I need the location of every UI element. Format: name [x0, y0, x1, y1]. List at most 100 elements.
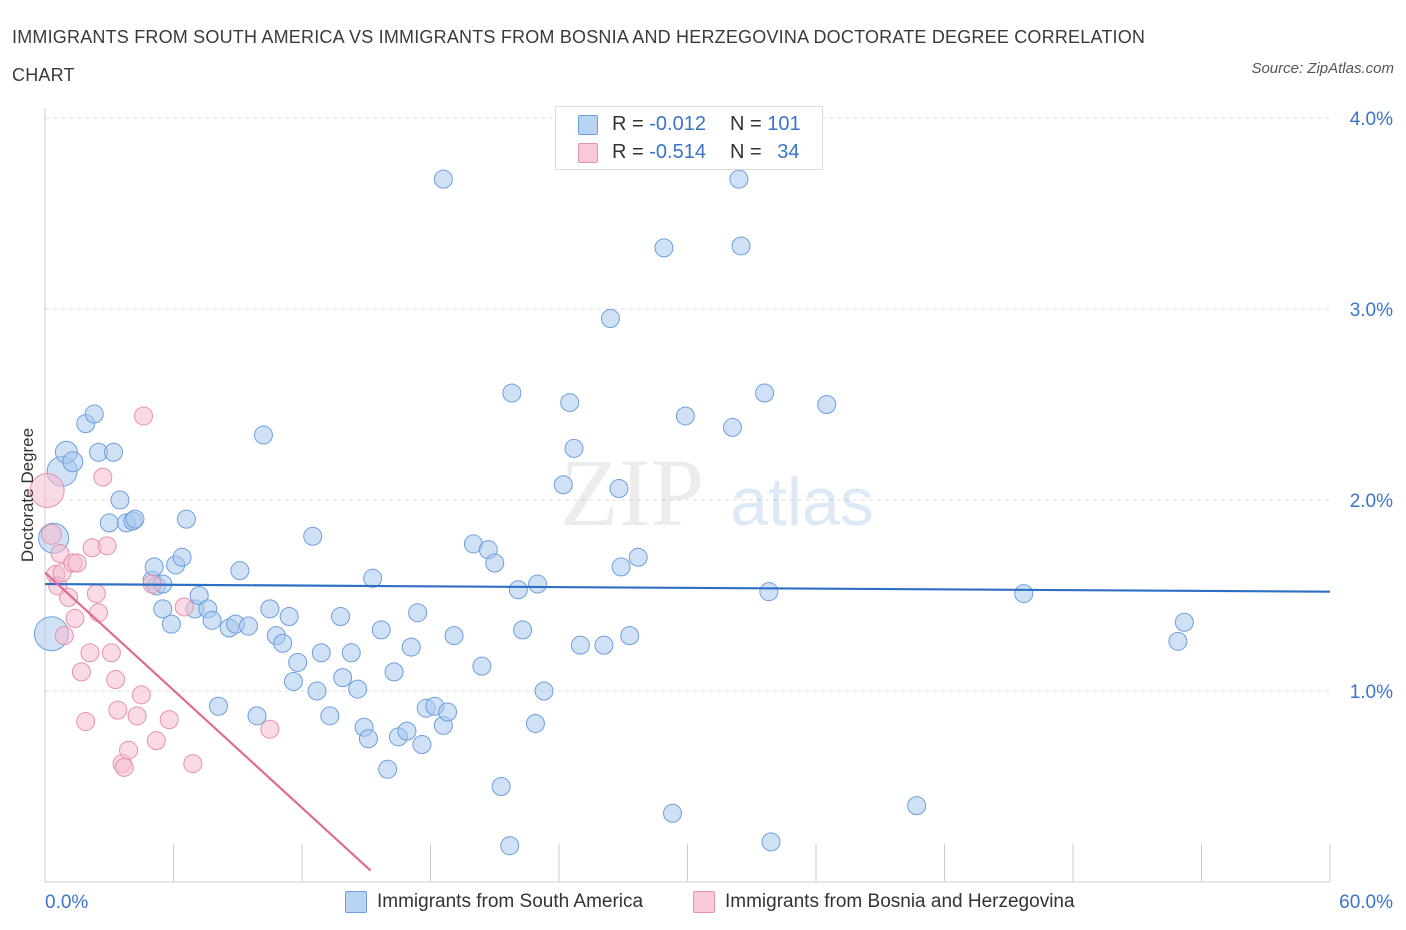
trend-lines: [44, 571, 1331, 872]
data-point: [114, 757, 134, 777]
data-point: [50, 543, 70, 563]
legend-r-value: -0.012: [649, 113, 706, 135]
gridlines: [45, 117, 1330, 692]
data-point: [761, 832, 781, 852]
data-point: [125, 509, 145, 529]
data-point: [611, 557, 631, 577]
legend-n-label: N =: [730, 141, 762, 163]
data-point: [89, 603, 109, 623]
data-point: [146, 731, 166, 751]
data-point: [384, 662, 404, 682]
series-bosnia: [29, 406, 280, 777]
data-point: [348, 679, 368, 699]
data-point: [564, 438, 584, 458]
data-point: [341, 643, 361, 663]
data-point: [722, 417, 742, 437]
data-point: [29, 472, 65, 508]
data-point: [397, 721, 417, 741]
y-tick-label: 2.0%: [1350, 491, 1393, 512]
bottom-legend-label: Immigrants from South America: [377, 891, 644, 912]
data-point: [311, 643, 331, 663]
data-point: [174, 597, 194, 617]
data-point: [110, 490, 130, 510]
data-point: [570, 635, 590, 655]
data-point: [273, 633, 293, 653]
data-point: [444, 626, 464, 646]
data-point: [119, 740, 139, 760]
bottom-legend-label: Immigrants from Bosnia and Herzegovina: [725, 891, 1075, 912]
data-point: [817, 395, 837, 414]
data-point: [59, 587, 79, 607]
data-point: [363, 568, 383, 588]
data-point: [620, 626, 640, 646]
data-point: [238, 616, 258, 636]
legend-r-label: R =: [612, 141, 644, 163]
data-point: [654, 238, 674, 258]
data-point: [279, 607, 299, 627]
data-point: [93, 467, 113, 487]
legend-r-label: R =: [612, 113, 644, 135]
data-point: [528, 574, 548, 594]
data-point: [1174, 612, 1194, 632]
data-point: [176, 509, 196, 529]
data-point: [378, 759, 398, 779]
data-point: [759, 582, 779, 602]
trend-line-blue: [44, 582, 1331, 593]
data-point: [663, 803, 683, 823]
watermark: ZIP atlas: [560, 439, 874, 546]
data-point: [97, 536, 117, 556]
source-label: Source: ZipAtlas.com: [1251, 60, 1394, 77]
data-point: [230, 561, 250, 581]
data-point: [320, 706, 340, 726]
data-point: [183, 754, 203, 774]
data-point: [594, 635, 614, 655]
legend-n-value: 34: [777, 141, 800, 163]
chart-title: IMMIGRANTS FROM SOUTH AMERICA VS IMMIGRA…: [12, 27, 1146, 85]
legend-swatch-blue: [578, 115, 598, 135]
data-point: [260, 719, 280, 739]
data-point: [62, 451, 84, 473]
data-point: [358, 729, 378, 749]
data-point: [628, 547, 648, 567]
data-point: [104, 442, 124, 462]
data-point: [1014, 584, 1034, 604]
legend-n-label: N =: [730, 113, 762, 135]
data-point: [491, 777, 511, 796]
data-point: [86, 584, 106, 604]
data-point: [144, 557, 164, 577]
data-point: [202, 610, 222, 630]
data-point: [371, 620, 391, 640]
data-point: [40, 523, 62, 545]
y-tick-label: 3.0%: [1350, 300, 1393, 321]
data-point: [408, 603, 428, 623]
stats-legend: R = -0.012 N = 101 R = -0.514 N = 34: [555, 106, 823, 170]
data-point: [401, 637, 421, 657]
data-point: [600, 309, 620, 329]
data-point: [247, 706, 267, 726]
data-point: [500, 836, 520, 856]
data-point: [755, 383, 775, 403]
data-point: [609, 479, 629, 499]
data-point: [508, 580, 528, 600]
watermark-zip: ZIP: [560, 439, 704, 546]
data-point: [54, 626, 74, 646]
y-tick-label: 1.0%: [1350, 682, 1393, 703]
data-point: [84, 404, 104, 424]
y-axis-label: Doctorate Degree: [18, 427, 37, 563]
data-point: [553, 475, 573, 495]
data-point: [99, 513, 119, 533]
data-point: [131, 685, 151, 705]
x-tick-label-min: 0.0%: [45, 892, 88, 913]
data-point: [560, 393, 580, 413]
data-point: [1168, 631, 1188, 651]
data-point: [731, 236, 751, 256]
tick-labels: 1.0% 2.0% 3.0% 4.0% 0.0% 60.0%: [45, 109, 1393, 913]
data-point: [331, 607, 351, 627]
data-point: [729, 169, 749, 189]
data-point: [106, 670, 126, 690]
data-point: [153, 599, 173, 619]
data-point: [159, 710, 179, 730]
data-point: [67, 553, 87, 573]
data-point: [675, 406, 695, 426]
data-point: [71, 662, 91, 682]
